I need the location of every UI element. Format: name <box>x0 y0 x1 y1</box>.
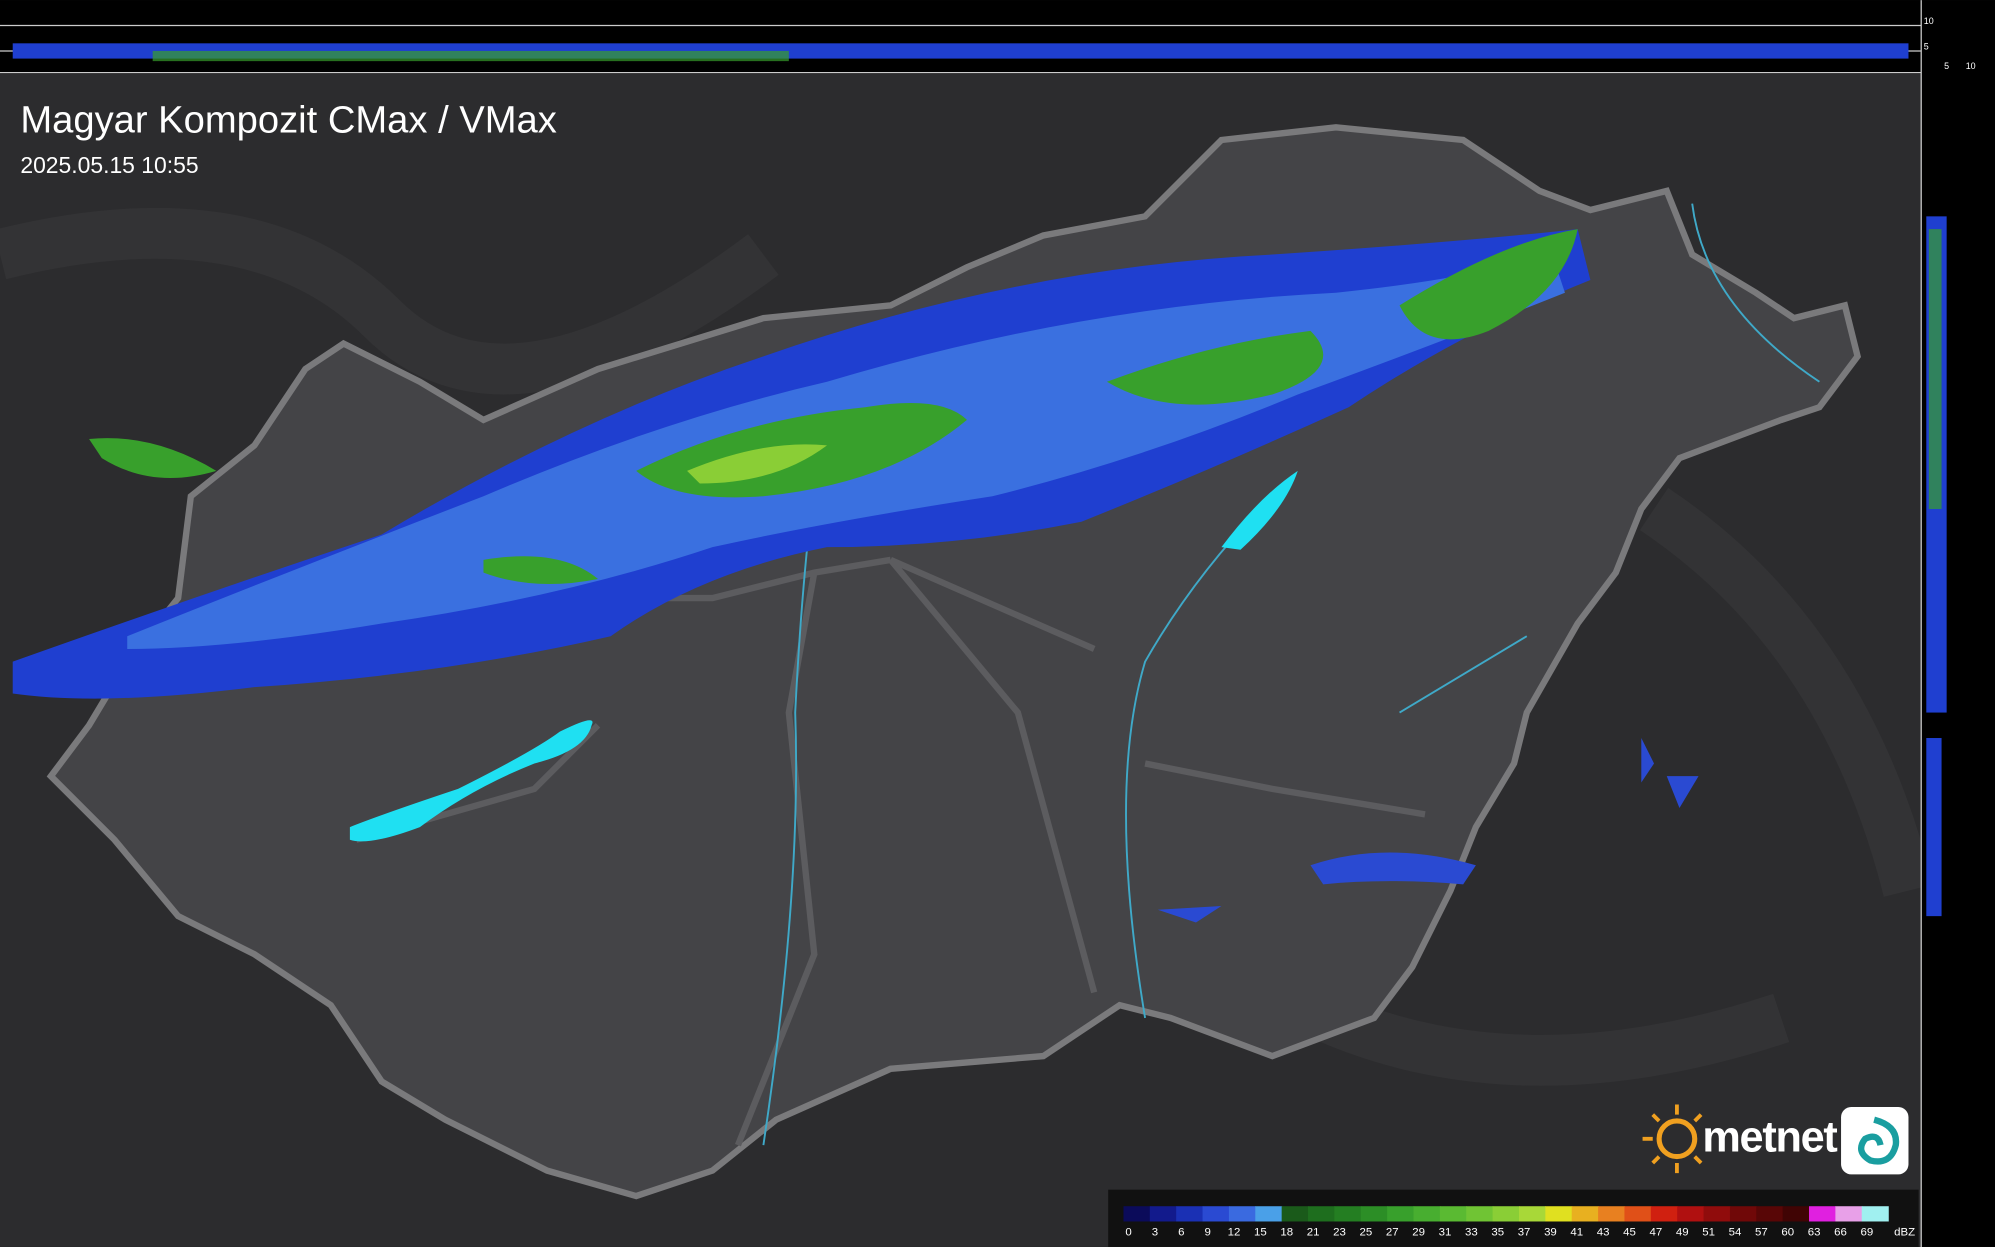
country-outline <box>46 124 1862 1200</box>
legend-swatch <box>1202 1206 1230 1222</box>
legend-swatch <box>1413 1206 1441 1222</box>
legend-tick: 35 <box>1491 1226 1504 1238</box>
legend-tick: 45 <box>1623 1226 1636 1238</box>
legend-tick: 15 <box>1254 1226 1267 1238</box>
legend-swatch <box>1835 1206 1863 1222</box>
lake-tisza <box>1221 470 1298 550</box>
logo-text: metnet <box>1702 1114 1837 1162</box>
legend-swatch <box>1703 1206 1731 1222</box>
legend-swatch <box>1123 1206 1151 1222</box>
legend-unit: dBZ <box>1894 1226 1915 1238</box>
legend-swatch <box>1334 1206 1362 1222</box>
legend-tick: 37 <box>1518 1226 1531 1238</box>
legend-swatch <box>1650 1206 1678 1222</box>
radar-echo-peak <box>687 444 828 484</box>
legend-tick: 41 <box>1570 1226 1583 1238</box>
logo-rays <box>1642 1104 1703 1174</box>
legend-tick: 21 <box>1307 1226 1320 1238</box>
legend-swatch <box>1360 1206 1388 1222</box>
legend-tick: 63 <box>1808 1226 1821 1238</box>
top-profile-panel <box>0 0 1922 74</box>
radar-echo-cells <box>1157 738 1699 923</box>
legend-swatch <box>1255 1206 1283 1222</box>
profile-label: 5 <box>1944 61 1949 71</box>
legend-swatch <box>1228 1206 1256 1222</box>
legend-tick: 69 <box>1860 1226 1873 1238</box>
legend-swatch <box>1492 1206 1520 1222</box>
legend-swatch <box>1466 1206 1494 1222</box>
legend-tick: 0 <box>1125 1226 1131 1238</box>
legend-tick: 43 <box>1597 1226 1610 1238</box>
legend-swatch <box>1729 1206 1757 1222</box>
legend-tick: 39 <box>1544 1226 1557 1238</box>
legend-tick: 29 <box>1412 1226 1425 1238</box>
logo-swirl <box>1857 1116 1900 1165</box>
legend: 0 3 6 9 12 15 18 21 23 25 27 29 31 33 35 37 39 41 43 45 47 49… <box>1123 1206 1915 1238</box>
legend-swatch <box>1149 1206 1177 1222</box>
legend-swatch <box>1598 1206 1626 1222</box>
legend-swatch <box>1281 1206 1309 1222</box>
legend-swatch <box>1756 1206 1784 1222</box>
legend-swatch <box>1861 1206 1889 1222</box>
legend-tick: 6 <box>1178 1226 1184 1238</box>
legend-swatch <box>1439 1206 1467 1222</box>
legend-tick: 60 <box>1781 1226 1794 1238</box>
map-timestamp: 2025.05.15 10:55 <box>20 152 198 178</box>
legend-tick: 12 <box>1228 1226 1241 1238</box>
legend-swatch <box>1624 1206 1652 1222</box>
legend-tick: 23 <box>1333 1226 1346 1238</box>
legend-swatch <box>1545 1206 1573 1222</box>
legend-tick: 33 <box>1465 1226 1478 1238</box>
legend-swatch <box>1809 1206 1837 1222</box>
legend-tick: 66 <box>1834 1226 1847 1238</box>
legend-swatch <box>1782 1206 1810 1222</box>
legend-swatch <box>1308 1206 1336 1222</box>
legend-tick: 25 <box>1359 1226 1372 1238</box>
legend-tick: 47 <box>1650 1226 1663 1238</box>
legend-tick: 51 <box>1702 1226 1715 1238</box>
top-profile-echo-strong <box>152 50 789 62</box>
legend-swatch <box>1518 1206 1546 1222</box>
side-profile-echo <box>1926 738 1942 917</box>
side-profile-echo-strong <box>1928 229 1942 509</box>
legend-tick: 3 <box>1152 1226 1158 1238</box>
legend-tick: 18 <box>1280 1226 1293 1238</box>
lake-balaton <box>349 720 593 842</box>
legend-tick: 54 <box>1729 1226 1742 1238</box>
rivers <box>762 203 1820 1146</box>
legend-swatch <box>1176 1206 1204 1222</box>
legend-swatch <box>1571 1206 1599 1222</box>
logo: metnet <box>1642 1104 1909 1175</box>
legend-swatch <box>1677 1206 1705 1222</box>
profile-label: 5 <box>1924 42 1929 52</box>
map-title: Magyar Kompozit CMax / VMax <box>20 98 556 141</box>
legend-tick: 57 <box>1755 1226 1768 1238</box>
profile-label: 10 <box>1924 16 1934 26</box>
profile-label: 10 <box>1966 61 1976 71</box>
legend-swatch <box>1387 1206 1415 1222</box>
logo-sun <box>1656 1118 1698 1160</box>
legend-tick: 9 <box>1204 1226 1210 1238</box>
legend-tick: 49 <box>1676 1226 1689 1238</box>
legend-tick: 31 <box>1439 1226 1452 1238</box>
legend-tick: 27 <box>1386 1226 1399 1238</box>
